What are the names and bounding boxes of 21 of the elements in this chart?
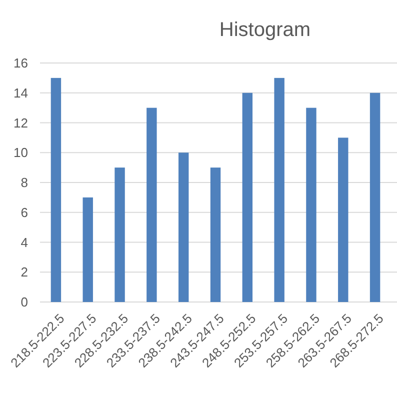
bar	[210, 168, 221, 302]
y-tick-label: 16	[14, 56, 28, 71]
y-tick-label: 4	[20, 234, 28, 250]
y-tick-label: 10	[14, 145, 28, 160]
bar	[338, 138, 348, 302]
bar	[50, 78, 62, 302]
bar	[178, 152, 189, 302]
y-tick-label: 8	[20, 175, 28, 190]
bar	[306, 108, 316, 302]
bar	[274, 78, 284, 302]
bar	[370, 92, 380, 302]
bar	[82, 197, 93, 302]
chart-title: Histogram	[219, 19, 311, 41]
bar	[114, 168, 125, 302]
y-tick-label: 14	[14, 85, 28, 100]
y-tick-label: 2	[20, 264, 28, 280]
bar	[146, 108, 157, 302]
bar	[242, 92, 253, 302]
y-tick-label: 6	[20, 204, 28, 220]
y-tick-label: 0	[20, 294, 28, 310]
y-tick-label: 12	[14, 115, 28, 130]
